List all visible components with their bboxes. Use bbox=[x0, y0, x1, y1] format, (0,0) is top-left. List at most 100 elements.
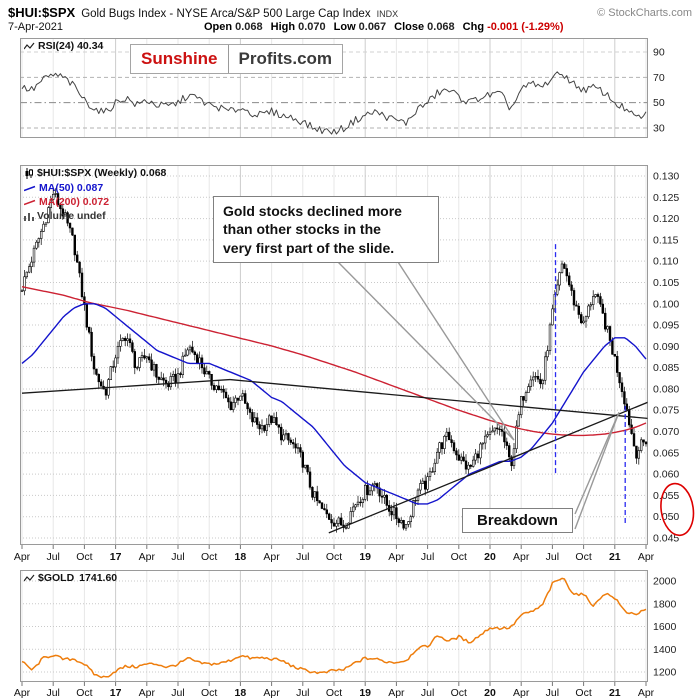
rsi-chart-icon bbox=[24, 41, 35, 51]
svg-text:1200: 1200 bbox=[653, 667, 677, 679]
svg-text:Jul: Jul bbox=[421, 551, 434, 563]
rsi-label-row: RSI(24) 40.34 bbox=[24, 41, 103, 52]
svg-text:50: 50 bbox=[653, 97, 665, 109]
horizontal-gridlines bbox=[20, 51, 648, 673]
volume-bars-icon bbox=[24, 211, 34, 222]
svg-text:Jul: Jul bbox=[421, 687, 434, 699]
exchange-label: INDX bbox=[376, 9, 399, 19]
svg-text:Jul: Jul bbox=[546, 551, 559, 563]
open-value: 0.068 bbox=[235, 21, 263, 33]
svg-text:21: 21 bbox=[609, 551, 621, 563]
svg-text:Oct: Oct bbox=[326, 687, 342, 699]
svg-text:18: 18 bbox=[235, 687, 247, 699]
svg-text:Jul: Jul bbox=[296, 551, 309, 563]
y-axis-labels: 0.130 0.125 0.120 0.115 0.110 0.105 0.100 0.095… bbox=[653, 47, 679, 679]
logo-sunshine: Sunshine bbox=[141, 49, 218, 68]
low-value: 0.067 bbox=[358, 21, 387, 33]
ma200-line-icon bbox=[24, 199, 36, 206]
svg-text:Apr: Apr bbox=[263, 551, 280, 563]
svg-text:Apr: Apr bbox=[638, 687, 655, 699]
svg-text:0.060: 0.060 bbox=[653, 469, 679, 481]
svg-text:0.110: 0.110 bbox=[653, 256, 679, 268]
svg-text:0.100: 0.100 bbox=[653, 298, 679, 310]
chart-header: $HUI:$SPX Gold Bugs Index - NYSE Arca/S&… bbox=[8, 5, 398, 20]
svg-text:Apr: Apr bbox=[139, 687, 156, 699]
candlestick-icon bbox=[24, 168, 34, 179]
axis-ticks bbox=[21, 545, 647, 686]
ohlc-quote: Open 0.068 High 0.070 Low 0.067 Close 0.068 … bbox=[204, 21, 572, 33]
svg-text:0.125: 0.125 bbox=[653, 192, 679, 204]
breakdown-callout: Breakdown bbox=[462, 508, 573, 533]
rsi-label: RSI(24) 40.34 bbox=[38, 40, 104, 52]
svg-text:0.045: 0.045 bbox=[653, 533, 679, 545]
svg-text:Jul: Jul bbox=[171, 551, 184, 563]
svg-text:0.080: 0.080 bbox=[653, 383, 679, 395]
svg-text:Oct: Oct bbox=[76, 551, 92, 563]
svg-text:Jul: Jul bbox=[46, 551, 59, 563]
svg-text:18: 18 bbox=[235, 551, 247, 563]
svg-text:Jul: Jul bbox=[171, 687, 184, 699]
close-value: 0.068 bbox=[427, 21, 455, 33]
svg-text:1800: 1800 bbox=[653, 598, 677, 610]
svg-text:Oct: Oct bbox=[201, 687, 217, 699]
svg-text:17: 17 bbox=[110, 687, 122, 699]
high-value: 0.070 bbox=[298, 21, 326, 33]
stockcharts-watermark: © StockCharts.com bbox=[597, 7, 692, 19]
svg-text:20: 20 bbox=[484, 551, 496, 563]
svg-text:17: 17 bbox=[110, 551, 122, 563]
volume-label: Volume undef bbox=[37, 210, 106, 222]
gold-line bbox=[21, 577, 647, 679]
moving-averages bbox=[21, 286, 647, 505]
quote-row: 7-Apr-2021 Open 0.068 High 0.070 Low 0.067 … bbox=[8, 21, 572, 33]
svg-text:0.065: 0.065 bbox=[653, 447, 679, 459]
price-candles bbox=[20, 188, 648, 533]
svg-text:Jul: Jul bbox=[296, 687, 309, 699]
svg-text:19: 19 bbox=[359, 687, 371, 699]
svg-text:Apr: Apr bbox=[513, 687, 530, 699]
svg-text:Oct: Oct bbox=[326, 551, 342, 563]
svg-text:0.075: 0.075 bbox=[653, 405, 679, 417]
chg-value: -0.001 (-1.29%) bbox=[487, 21, 564, 33]
open-label: Open bbox=[204, 21, 233, 33]
svg-text:0.120: 0.120 bbox=[653, 213, 679, 225]
svg-text:2000: 2000 bbox=[653, 576, 677, 588]
sunshine-profits-logo: Sunshine Profits.com bbox=[130, 44, 344, 74]
annotation-note-line1: Gold stocks declined more bbox=[223, 203, 402, 219]
gold-label-row: $GOLD 1741.60 bbox=[24, 573, 117, 584]
svg-text:Jul: Jul bbox=[546, 687, 559, 699]
ma50-line-icon bbox=[24, 185, 36, 192]
price-series-label: $HUI:$SPX (Weekly) 0.068 bbox=[37, 167, 167, 180]
svg-text:Oct: Oct bbox=[76, 687, 92, 699]
annotation-note-line3: very first part of the slide. bbox=[223, 239, 395, 256]
svg-text:30: 30 bbox=[653, 123, 665, 135]
ma200-label: MA(200) 0.072 bbox=[39, 196, 110, 208]
gold-symbol-label: $GOLD bbox=[38, 572, 75, 584]
volume-label-row: Volume undef bbox=[24, 211, 106, 222]
price-label-row: $HUI:$SPX (Weekly) 0.068 bbox=[24, 168, 166, 179]
chart-date: 7-Apr-2021 bbox=[8, 21, 64, 33]
svg-text:Oct: Oct bbox=[451, 551, 467, 563]
ma50-label-row: MA(50) 0.087 bbox=[24, 183, 103, 194]
svg-text:Apr: Apr bbox=[513, 551, 530, 563]
svg-text:Apr: Apr bbox=[388, 687, 405, 699]
svg-text:Apr: Apr bbox=[14, 687, 31, 699]
rsi-line bbox=[21, 71, 647, 135]
ticker-symbol: $HUI:$SPX bbox=[8, 5, 76, 20]
chg-label: Chg bbox=[462, 21, 485, 33]
svg-text:Oct: Oct bbox=[575, 687, 591, 699]
svg-text:0.115: 0.115 bbox=[653, 234, 679, 246]
svg-text:Apr: Apr bbox=[14, 551, 31, 563]
svg-text:0.070: 0.070 bbox=[653, 426, 679, 438]
svg-text:Apr: Apr bbox=[139, 551, 156, 563]
svg-text:1600: 1600 bbox=[653, 621, 677, 633]
svg-text:Apr: Apr bbox=[638, 551, 655, 563]
high-label: High bbox=[270, 21, 296, 33]
panel-borders bbox=[20, 38, 648, 682]
svg-text:Apr: Apr bbox=[388, 551, 405, 563]
x-axis-labels-main: Apr Jul Oct 17 Apr Jul Oct 18 Apr Jul Oct 19 Apr Jul O… bbox=[14, 551, 655, 563]
annotation-callout-lines bbox=[337, 261, 620, 530]
svg-text:0.090: 0.090 bbox=[653, 341, 679, 353]
logo-profits: Profits.com bbox=[227, 45, 343, 73]
